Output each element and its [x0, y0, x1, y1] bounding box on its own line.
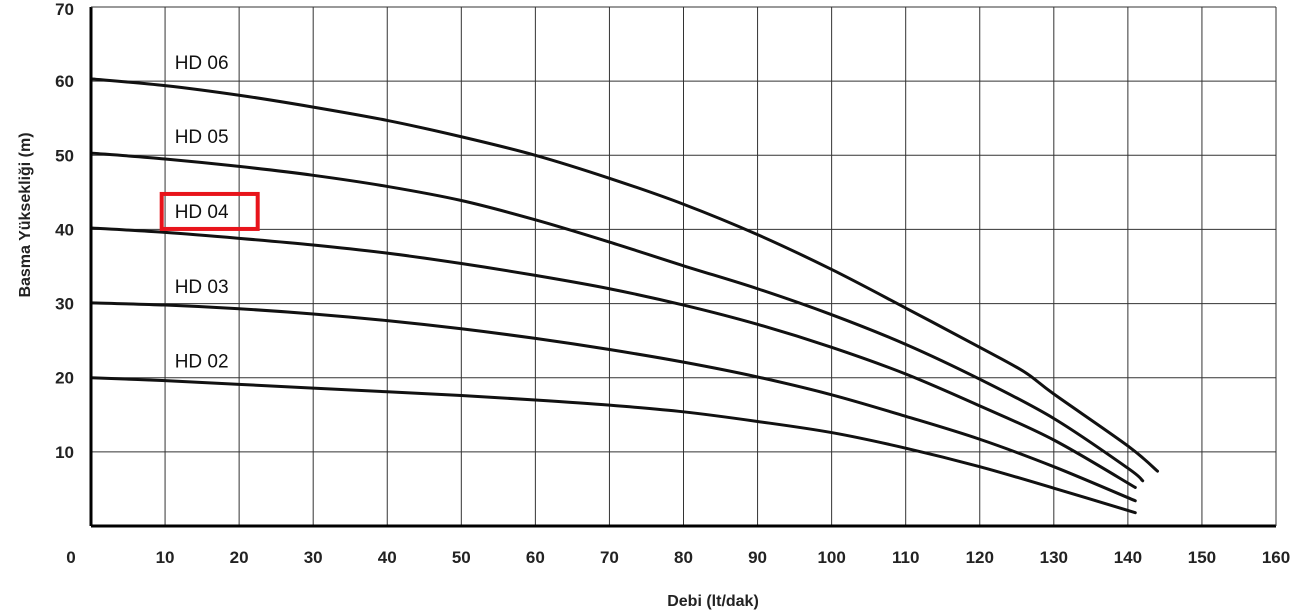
- x-tick-label-80: 80: [674, 548, 693, 567]
- series-line-hd-02: [89, 376, 1137, 515]
- x-axis-title: Debi (lt/dak): [667, 593, 759, 610]
- y-tick-label-40: 40: [55, 220, 74, 239]
- x-tick-label-70: 70: [600, 548, 619, 567]
- series-label-hd-02: HD 02: [175, 352, 229, 373]
- x-tick-label-120: 120: [966, 548, 994, 567]
- x-tick-label-30: 30: [304, 548, 323, 567]
- y-tick-label-50: 50: [55, 146, 74, 165]
- x-tick-label-130: 130: [1040, 548, 1068, 567]
- series-label-hd-03: HD 03: [175, 277, 229, 298]
- series-line-hd-06: [89, 77, 1159, 473]
- x-tick-label-0: 0: [66, 548, 75, 567]
- x-tick-label-150: 150: [1188, 548, 1216, 567]
- y-tick-label-20: 20: [55, 369, 74, 388]
- y-tick-label-70: 70: [55, 0, 74, 19]
- series-line-hd-05: [89, 151, 1145, 483]
- series-label-hd-04: HD 04: [175, 202, 229, 223]
- x-tick-label-160: 160: [1262, 548, 1290, 567]
- y-tick-label-10: 10: [55, 443, 74, 462]
- x-tick-label-60: 60: [526, 548, 545, 567]
- axes: [89, 6, 1277, 528]
- x-tick-label-20: 20: [230, 548, 249, 567]
- series-label-hd-06: HD 06: [175, 53, 229, 74]
- series-line-hd-04: [89, 226, 1137, 489]
- x-tick-label-100: 100: [817, 548, 845, 567]
- x-tick-label-110: 110: [892, 548, 919, 567]
- y-tick-label-60: 60: [55, 72, 74, 91]
- x-tick-label-10: 10: [156, 548, 175, 567]
- series-line-hd-03: [89, 301, 1137, 503]
- x-tick-label-90: 90: [748, 548, 767, 567]
- series-curves: [89, 77, 1159, 515]
- y-tick-label-30: 30: [55, 295, 74, 314]
- x-tick-label-50: 50: [452, 548, 471, 567]
- series-label-hd-05: HD 05: [175, 127, 229, 148]
- x-tick-label-140: 140: [1114, 548, 1142, 567]
- highlight-box-hd-04: [159, 191, 260, 231]
- x-tick-label-40: 40: [378, 548, 397, 567]
- y-axis-title: Basma Yüksekliği (m): [17, 132, 34, 297]
- labels: 0 10 20 30 40 50 60 70 80 90 100 110 120 130 140 150 160…: [55, 0, 1290, 567]
